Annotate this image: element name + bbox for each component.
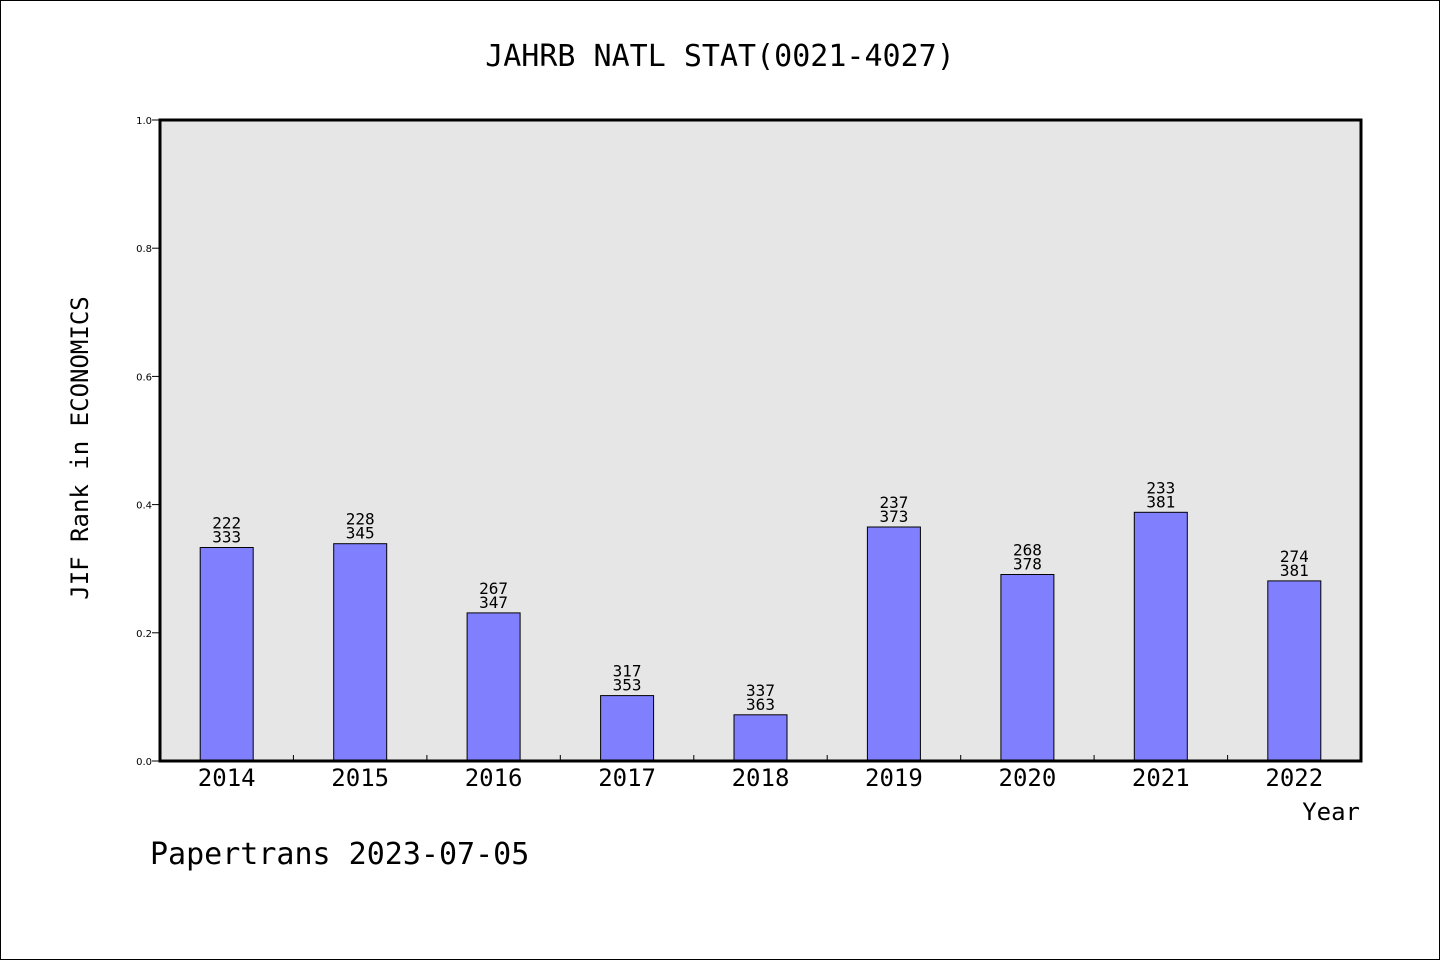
data-label-total: 381 bbox=[1280, 561, 1309, 580]
bar bbox=[333, 543, 388, 762]
bar bbox=[1133, 511, 1188, 762]
data-label-rank: 237 bbox=[879, 493, 908, 512]
x-tick-label: 2014 bbox=[198, 764, 256, 792]
y-tick-label: 1.0 bbox=[136, 116, 152, 127]
data-label-total: 333 bbox=[212, 528, 241, 547]
data-label-total: 345 bbox=[346, 524, 375, 543]
data-label-total: 378 bbox=[1013, 555, 1042, 574]
y-tick-label: 0.2 bbox=[136, 629, 152, 640]
data-label-rank: 267 bbox=[479, 579, 508, 598]
plot-border bbox=[158, 118, 1363, 763]
x-tick-label: 2020 bbox=[999, 764, 1057, 792]
y-tick-label: 0.8 bbox=[136, 244, 152, 255]
data-label-rank: 317 bbox=[613, 662, 642, 681]
x-tick-label: 2017 bbox=[598, 764, 656, 792]
data-label-total: 347 bbox=[479, 593, 508, 612]
data-label-rank: 337 bbox=[746, 681, 775, 700]
bar bbox=[1000, 574, 1055, 762]
data-label-total: 381 bbox=[1146, 492, 1175, 511]
data-label-rank: 233 bbox=[1146, 478, 1175, 497]
y-tick-label: 0.0 bbox=[136, 757, 152, 768]
data-label-total: 373 bbox=[879, 507, 908, 526]
y-tick-label: 0.6 bbox=[136, 372, 152, 383]
x-tick-label: 2022 bbox=[1265, 764, 1323, 792]
bar bbox=[1267, 580, 1322, 762]
bar bbox=[866, 526, 921, 762]
chart-title: JAHRB NATL STAT(0021-4027) bbox=[485, 39, 955, 74]
data-label-rank: 274 bbox=[1280, 547, 1309, 566]
x-tick-label: 2019 bbox=[865, 764, 923, 792]
x-tick-label: 2018 bbox=[732, 764, 790, 792]
bar bbox=[199, 547, 254, 762]
x-axis-label: Year bbox=[1302, 798, 1360, 826]
y-tick-label: 0.4 bbox=[136, 501, 152, 512]
data-label-rank: 268 bbox=[1013, 541, 1042, 560]
data-label-total: 363 bbox=[746, 695, 775, 714]
data-label-rank: 228 bbox=[346, 510, 375, 529]
x-tick-label: 2021 bbox=[1132, 764, 1190, 792]
bar bbox=[600, 695, 655, 762]
data-label-rank: 222 bbox=[212, 514, 241, 533]
footer-text: Papertrans 2023-07-05 bbox=[150, 837, 529, 872]
y-axis-ticks: 0.0 0.2 0.4 0.6 0.8 1.0 bbox=[136, 116, 160, 768]
y-axis-label: JIF Rank in ECONOMICS bbox=[66, 296, 94, 599]
bar bbox=[466, 612, 521, 762]
x-tick-label: 2015 bbox=[331, 764, 389, 792]
bar bbox=[733, 714, 788, 762]
x-tick-label: 2016 bbox=[465, 764, 523, 792]
data-label-total: 353 bbox=[613, 676, 642, 695]
x-axis-ticks: 2014 2015 2016 2017 2018 2019 2020 2021 2022 bbox=[198, 755, 1323, 792]
